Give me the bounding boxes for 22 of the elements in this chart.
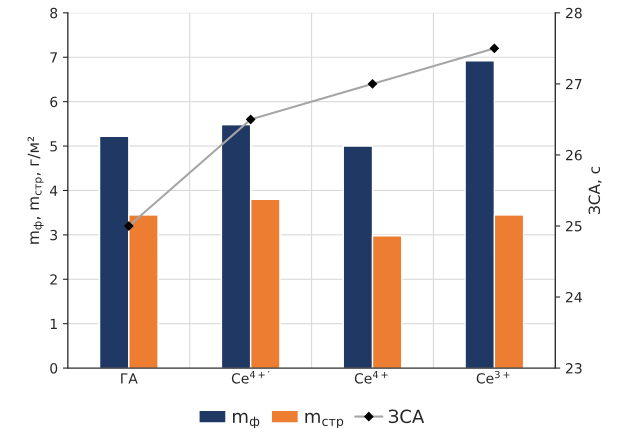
y2-tick-label: 25 <box>566 220 582 232</box>
legend-label: ЗСА <box>388 410 424 424</box>
y2-tick-label: 28 <box>566 8 582 18</box>
y-tick-label: 3 <box>50 230 58 240</box>
y-tick-label: 0 <box>50 363 58 374</box>
y2-axis-title: ЗСА, с <box>588 166 602 214</box>
y-tick-label: 7 <box>50 52 57 63</box>
x-tick-label: Ce$^{4+}$ <box>354 370 388 384</box>
x-tick-label: ГА <box>121 373 138 384</box>
y-tick-label: 2 <box>50 274 57 285</box>
y2-tick-label: 27 <box>566 78 582 90</box>
y-tick-label: 1 <box>50 318 57 329</box>
y2-tick-label: 26 <box>566 150 582 160</box>
y2-tick-label: 24 <box>566 292 582 302</box>
y-tick-label: 6 <box>50 96 58 108</box>
y-axis-title: m$_{ф}$, m$_{стр}$, г/м² <box>28 136 44 244</box>
x-tick-label: Ce$^{4+′}$ <box>232 370 270 384</box>
y-tick-label: 4 <box>50 186 58 196</box>
x-tick-label: Ce$^{3+}$ <box>476 370 510 384</box>
y-tick-label: 8 <box>50 8 58 18</box>
y-tick-label: 5 <box>50 141 57 152</box>
y2-tick-label: 23 <box>566 363 582 374</box>
